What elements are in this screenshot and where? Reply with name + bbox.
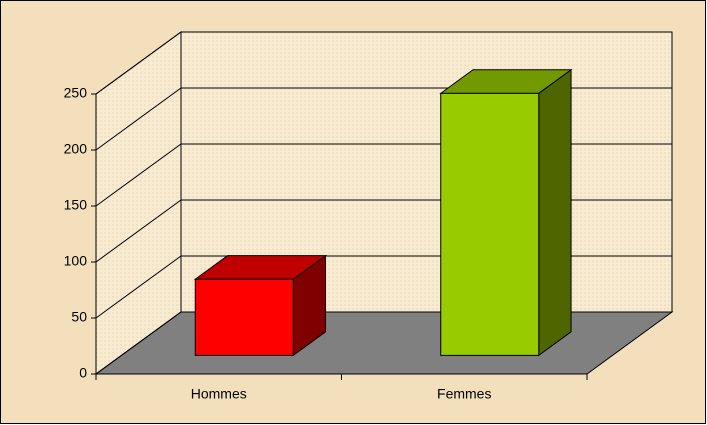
x-tick-label: Femmes <box>437 386 491 402</box>
x-tick-label: Hommes <box>191 386 247 402</box>
y-tick-label: 150 <box>64 197 88 213</box>
y-tick-label: 0 <box>79 365 87 381</box>
bar <box>193 254 328 357</box>
bar <box>439 68 573 357</box>
bar-front <box>440 92 540 356</box>
y-tick-label: 100 <box>64 253 88 269</box>
y-tick-label: 50 <box>71 309 87 325</box>
grid-line <box>95 31 672 95</box>
y-tick-label: 200 <box>64 141 88 157</box>
bar-side <box>538 68 572 357</box>
y-tick-label: 250 <box>64 85 88 101</box>
floor <box>94 311 674 375</box>
bar-front <box>194 278 294 356</box>
